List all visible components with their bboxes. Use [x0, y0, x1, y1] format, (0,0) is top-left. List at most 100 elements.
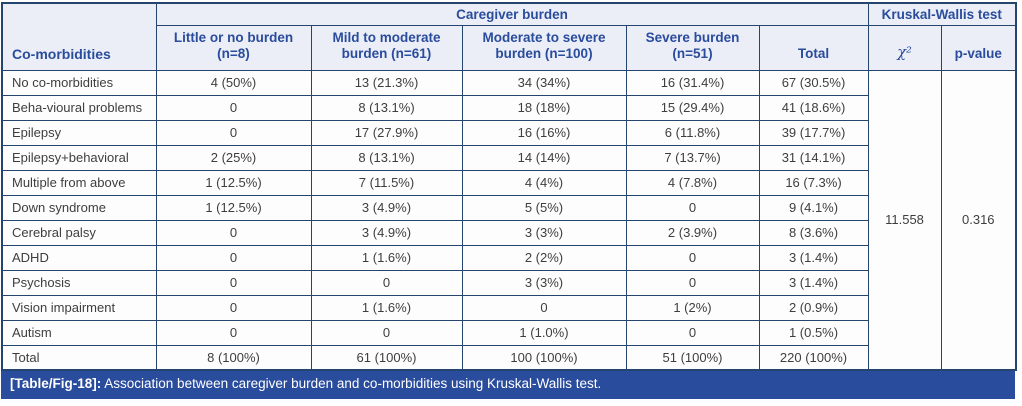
cell: 8 (3.6%) — [758, 219, 869, 246]
col-header-p-value: p-value — [940, 24, 1017, 71]
table-row: Beha-vioural problems 0 8 (13.1%) 18 (18… — [1, 94, 1016, 121]
table-row: Autism 0 0 1 (1.0%) 0 1 (0.5%) — [1, 319, 1016, 346]
cell: 3 (1.4%) — [758, 269, 869, 296]
cell: 16 (16%) — [461, 119, 627, 146]
row-label: Cerebral palsy — [1, 219, 157, 246]
row-label: Total — [1, 344, 157, 371]
table-row: No co-morbidities 4 (50%) 13 (21.3%) 34 … — [1, 69, 1017, 371]
column-header-row: Little or no burden (n=8) Mild to modera… — [2, 24, 1017, 71]
cell: 0 — [155, 119, 312, 146]
cell: 0 — [155, 269, 312, 296]
cell: 16 (7.3%) — [758, 169, 869, 196]
row-label: No co-morbidities — [1, 69, 157, 96]
table-row: ADHD 0 1 (1.6%) 2 (2%) 0 3 (1.4%) — [1, 244, 1016, 271]
table-row: Total 8 (100%) 61 (100%) 100 (100%) 51 (… — [1, 344, 1016, 371]
cell: 1 (1.0%) — [461, 319, 627, 346]
cell: 6 (11.8%) — [625, 119, 760, 146]
table-row: Epilepsy+behavioral 2 (25%) 8 (13.1%) 14… — [1, 144, 1016, 171]
col-header-chi-square: χ² — [867, 24, 942, 71]
cell: 9 (4.1%) — [758, 194, 869, 221]
col-header-mild-to-moderate: Mild to moderate burden (n=61) — [310, 24, 463, 71]
cell: 0 — [625, 194, 760, 221]
cell: 17 (27.9%) — [310, 119, 463, 146]
group-header-kruskal-wallis: Kruskal-Wallis test — [867, 2, 1017, 26]
table-row: Epilepsy 0 17 (27.9%) 16 (16%) 6 (11.8%)… — [1, 119, 1016, 146]
cell: 1 (12.5%) — [155, 194, 312, 221]
table-row: Psychosis 0 0 3 (3%) 0 3 (1.4%) — [1, 269, 1016, 296]
row-label: Epilepsy+behavioral — [1, 144, 157, 171]
caption-label: [Table/Fig-18]: — [10, 376, 102, 391]
cell: 34 (34%) — [461, 69, 627, 96]
cell: 3 (4.9%) — [310, 219, 463, 246]
cell: 15 (29.4%) — [625, 94, 760, 121]
cell: 0 — [310, 269, 463, 296]
cell: 14 (14%) — [461, 144, 627, 171]
corner-header-comorbidities: Co-morbidities — [1, 2, 157, 71]
cell: 0 — [155, 244, 312, 271]
cell: 3 (3%) — [461, 219, 627, 246]
cell: 39 (17.7%) — [758, 119, 869, 146]
cell: 67 (30.5%) — [758, 69, 869, 96]
cell: 13 (21.3%) — [310, 69, 463, 96]
cell: 2 (25%) — [155, 144, 312, 171]
col-header-severe-burden: Severe burden (n=51) — [625, 24, 760, 71]
cell: 0 — [155, 319, 312, 346]
cell: 4 (4%) — [461, 169, 627, 196]
table-row: Vision impairment 0 1 (1.6%) 0 1 (2%) 2 … — [1, 294, 1016, 321]
chi-square-value: 11.558 — [867, 69, 942, 371]
cell: 8 (13.1%) — [310, 94, 463, 121]
cell: 3 (4.9%) — [310, 194, 463, 221]
cell: 1 (0.5%) — [758, 319, 869, 346]
row-label: Multiple from above — [1, 169, 157, 196]
cell: 1 (2%) — [625, 294, 760, 321]
cell: 0 — [625, 269, 760, 296]
p-value: 0.316 — [940, 69, 1017, 371]
cell: 3 (1.4%) — [758, 244, 869, 271]
col-header-total: Total — [758, 24, 869, 71]
cell: 0 — [310, 319, 463, 346]
cell: 0 — [625, 319, 760, 346]
cell: 0 — [625, 244, 760, 271]
cell: 0 — [155, 294, 312, 321]
cell: 100 (100%) — [461, 344, 627, 371]
cell: 16 (31.4%) — [625, 69, 760, 96]
cell: 8 (13.1%) — [310, 144, 463, 171]
row-label: Vision impairment — [1, 294, 157, 321]
cell: 1 (1.6%) — [310, 294, 463, 321]
row-label: Autism — [1, 319, 157, 346]
cell: 4 (7.8%) — [625, 169, 760, 196]
cell: 18 (18%) — [461, 94, 627, 121]
cell: 41 (18.6%) — [758, 94, 869, 121]
cell: 2 (3.9%) — [625, 219, 760, 246]
table-row: Multiple from above 1 (12.5%) 7 (11.5%) … — [1, 169, 1016, 196]
row-label: Epilepsy — [1, 119, 157, 146]
cell: 1 (12.5%) — [155, 169, 312, 196]
cell: 31 (14.1%) — [758, 144, 869, 171]
row-label: ADHD — [1, 244, 157, 271]
table-row: Down syndrome 1 (12.5%) 3 (4.9%) 5 (5%) … — [1, 194, 1016, 221]
cell: 7 (13.7%) — [625, 144, 760, 171]
cell: 7 (11.5%) — [310, 169, 463, 196]
table-caption: [Table/Fig-18]: Association between care… — [1, 371, 1015, 399]
cell: 220 (100%) — [758, 344, 869, 371]
col-header-moderate-to-severe: Moderate to severe burden (n=100) — [461, 24, 627, 71]
cell: 0 — [461, 294, 627, 321]
cell: 0 — [155, 94, 312, 121]
cell: 51 (100%) — [625, 344, 760, 371]
cell: 5 (5%) — [461, 194, 627, 221]
col-header-little-or-no-burden: Little or no burden (n=8) — [155, 24, 312, 71]
row-label: Beha-vioural problems — [1, 94, 157, 121]
cell: 3 (3%) — [461, 269, 627, 296]
row-label: Psychosis — [1, 269, 157, 296]
caption-text: Association between caregiver burden and… — [101, 376, 602, 391]
group-header-caregiver-burden: Caregiver burden — [155, 2, 869, 26]
comorbidity-burden-table: Co-morbidities Caregiver burden Kruskal-… — [1, 2, 1018, 371]
table-row: Cerebral palsy 0 3 (4.9%) 3 (3%) 2 (3.9%… — [1, 219, 1016, 246]
cell: 1 (1.6%) — [310, 244, 463, 271]
cell: 8 (100%) — [155, 344, 312, 371]
cell: 2 (0.9%) — [758, 294, 869, 321]
group-header-row: Co-morbidities Caregiver burden Kruskal-… — [1, 2, 1017, 71]
cell: 4 (50%) — [155, 69, 312, 96]
cell: 2 (2%) — [461, 244, 627, 271]
